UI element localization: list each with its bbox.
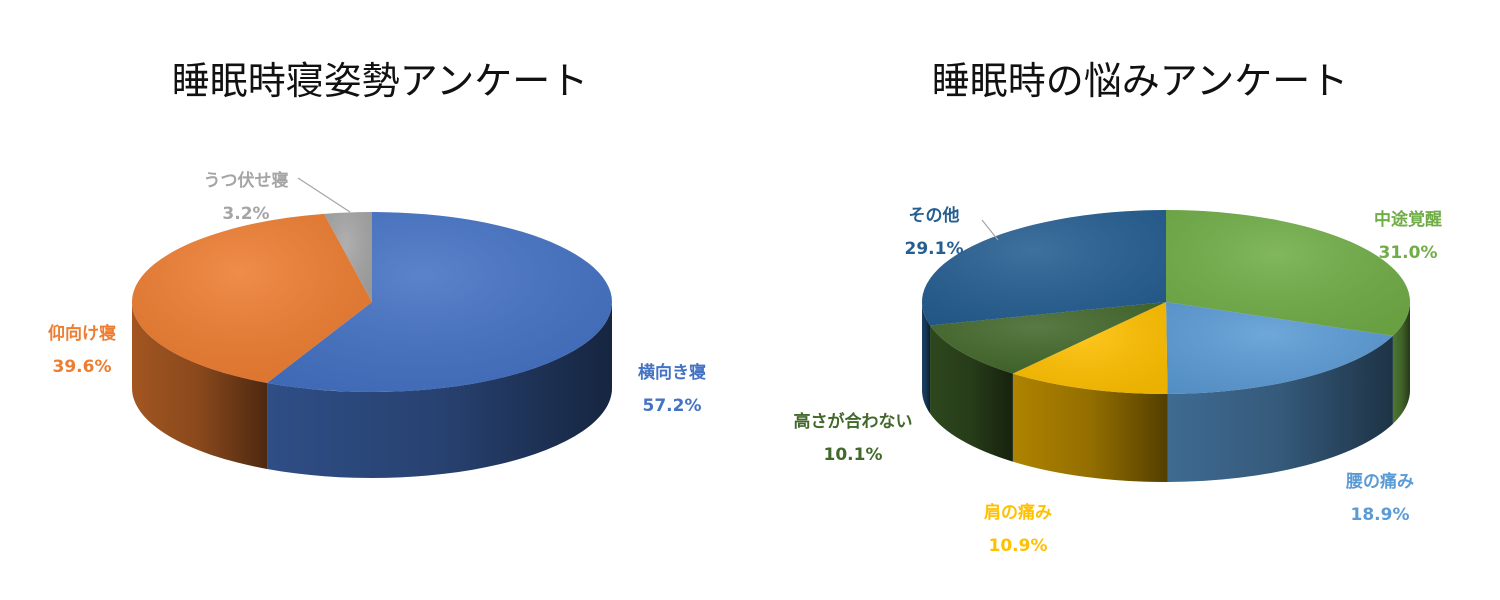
- slice-value: 3.2%: [222, 204, 270, 224]
- pie-side-shading-0: [267, 302, 613, 478]
- pie-side-shading-3: [930, 325, 1013, 462]
- leader-line-other: [981, 219, 999, 241]
- slice-value: 31.0%: [1378, 243, 1438, 263]
- slice-name: 仰向け寝: [48, 324, 116, 344]
- chart-title-sleep-posture: 睡眠時寝姿勢アンケート: [171, 59, 589, 103]
- pie-slice-shading-4: [921, 210, 1166, 326]
- pie-slice-shading-0: [267, 212, 612, 392]
- slice-value: 57.2%: [642, 396, 702, 416]
- slice-value: 18.9%: [1350, 505, 1410, 525]
- pie-slice-shading-3: [930, 302, 1166, 374]
- slice-label-other: その他 29.1%: [905, 208, 964, 258]
- slice-name: 中途覚醒: [1374, 210, 1442, 230]
- slice-label-stomach-sleeping: うつ伏せ寝 3.2%: [204, 173, 289, 223]
- slice-label-side-sleeping: 横向き寝 57.2%: [638, 365, 706, 415]
- slice-value: 39.6%: [52, 357, 112, 377]
- pie-slice-shading-1: [132, 213, 372, 383]
- pie-slice-shading-2: [1012, 302, 1168, 394]
- chart-title-sleep-problems: 睡眠時の悩みアンケート: [931, 59, 1349, 103]
- pie-chart-sleep-problems: [921, 210, 1411, 482]
- pie-slice-shading-1: [1166, 302, 1393, 394]
- pie-side-shading-1: [1167, 335, 1393, 482]
- pie-slice-shading-2: [324, 212, 372, 302]
- pie-side-shading-1: [131, 302, 268, 469]
- slice-label-height-mismatch: 高さが合わない 10.1%: [794, 414, 913, 464]
- pie-chart-sleep-posture: [131, 212, 613, 478]
- slice-name: 横向き寝: [638, 363, 706, 383]
- slice-name: うつ伏せ寝: [203, 171, 289, 191]
- pie-side-shading-4: [922, 302, 931, 414]
- leader-line-stomach: [297, 177, 351, 213]
- slice-label-back-pain: 腰の痛み 18.9%: [1346, 474, 1414, 524]
- slice-name: 肩の痛み: [984, 503, 1052, 523]
- pie-side-shading-0: [1392, 302, 1410, 424]
- slice-label-shoulder-pain: 肩の痛み 10.9%: [984, 505, 1052, 555]
- leader-lines: [297, 177, 999, 241]
- slice-name: 高さが合わない: [793, 412, 913, 432]
- slice-value: 10.9%: [988, 536, 1048, 556]
- slice-value: 29.1%: [904, 239, 964, 259]
- slice-label-back-sleeping: 仰向け寝 39.6%: [48, 326, 116, 376]
- slice-name: その他: [908, 206, 960, 226]
- pie-side-shading-2: [1012, 373, 1168, 482]
- slice-name: 腰の痛み: [1346, 472, 1414, 492]
- pie-slice-shading-0: [1166, 210, 1411, 336]
- slice-label-midnight-awakening: 中途覚醒 31.0%: [1374, 212, 1442, 262]
- slice-value: 10.1%: [823, 445, 883, 465]
